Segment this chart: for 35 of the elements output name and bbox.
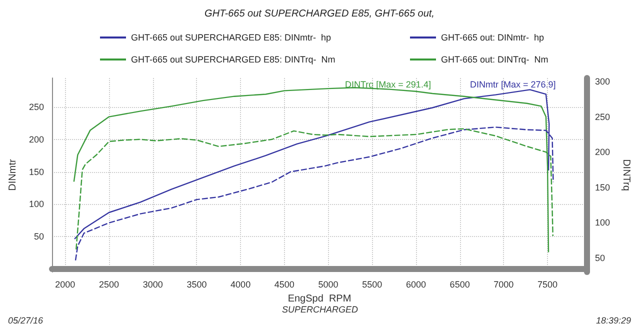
x-tick-label: 5500	[362, 280, 382, 290]
y-tick-label: 100	[28, 199, 44, 210]
x-tick-label: 4500	[274, 280, 294, 290]
text: 18:39:29	[596, 316, 632, 326]
y2-tick-label: 50	[595, 252, 606, 263]
x-tick-label: 4000	[230, 280, 251, 290]
text: 05/27/16	[8, 316, 44, 326]
chart-title: GHT-665 out SUPERCHARGED E85, GHT-665 out,	[204, 8, 434, 20]
x-tick-label: 7500	[538, 280, 558, 290]
y2-tick-label: 100	[595, 218, 610, 228]
x-tick-label: 5000	[318, 280, 338, 290]
y-tick-label: 50	[34, 231, 44, 242]
text: SUPERCHARGED	[282, 304, 359, 314]
y2-tick-label: 150	[595, 182, 610, 192]
y2-axis-title: DINTrq	[620, 159, 632, 191]
y2-tick-label: 300	[595, 76, 610, 87]
x-tick-label: 7000	[494, 280, 514, 290]
x-tick-label: 6500	[450, 280, 470, 290]
x-tick-label: 3000	[142, 280, 163, 290]
legend-label: GHT-665 out: DINmtr- hp	[441, 32, 544, 42]
y2-tick-label: 200	[595, 147, 610, 158]
annotation: DINmtr [Max = 276.9]	[470, 80, 556, 90]
x-tick-label: 2000	[55, 280, 76, 290]
x-axis-title: EngSpd RPM	[288, 293, 352, 304]
x-tick-label: 3500	[186, 280, 207, 290]
legend-label: GHT-665 out: DINTrq- Nm	[441, 54, 548, 64]
x-tick-label: 6000	[406, 280, 426, 290]
legend-label: GHT-665 out SUPERCHARGED E85: DINmtr- hp	[131, 32, 332, 42]
legend-label: GHT-665 out SUPERCHARGED E85: DINTrq- Nm	[131, 54, 336, 64]
y-tick-label: 150	[28, 166, 44, 177]
y-tick-label: 200	[28, 134, 44, 144]
x-tick-label: 2500	[98, 280, 120, 290]
y2-tick-label: 250	[595, 112, 610, 122]
y-tick-label: 250	[28, 102, 44, 112]
y-axis-title: DINmtr	[8, 158, 18, 191]
